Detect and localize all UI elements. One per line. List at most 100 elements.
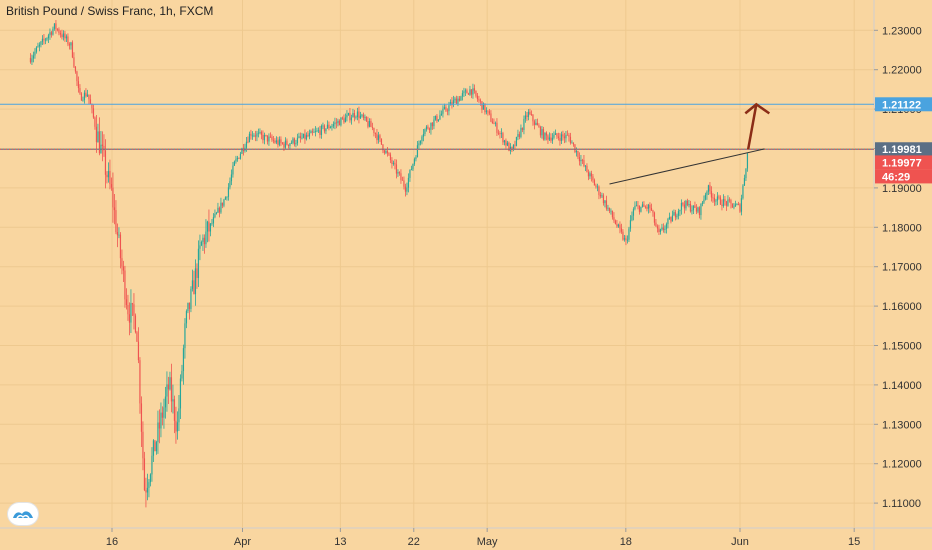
candle-body [461,93,464,97]
candle-body [694,205,696,209]
candle-body [518,134,521,137]
candle-body [185,311,188,324]
candle-body [334,122,336,125]
candle-body [547,135,549,140]
candle-body [601,195,603,197]
candle-body [335,122,338,124]
tradingview-logo-icon[interactable] [8,503,38,525]
candle-body [257,132,260,134]
candle-body [161,412,164,418]
candle-body [361,114,363,116]
candle-body [632,209,635,216]
candle-body [184,323,186,349]
candle-body [671,215,674,222]
candle-body [205,231,207,245]
candle-body [182,348,185,371]
candle-body [286,140,288,145]
candle-body [37,46,39,48]
candle-body [104,150,107,175]
candle-body [134,315,137,333]
candle-body [44,39,47,41]
candle-body [62,33,65,38]
candle-body [277,140,279,145]
candle-body [685,200,687,209]
candle-body [46,38,48,40]
candle-body [304,133,306,140]
candle-body [704,194,707,200]
candle-body [695,208,698,212]
candle-body [89,99,92,105]
grid [0,0,874,528]
candle-body [619,224,621,229]
candle-body [73,57,75,67]
candle-body [604,200,606,204]
candle-body [682,203,684,205]
candle-body [560,134,563,141]
candle-body [169,377,171,390]
candle-body [326,124,329,129]
candle-body [640,206,642,212]
candle-body [655,222,657,227]
candle-body [490,113,492,122]
candle-body [115,210,117,233]
candle-body [95,126,98,143]
candle-body [226,196,228,198]
candle-body [107,170,110,178]
candle-body [121,258,123,267]
candle-body [217,207,219,213]
candle-body [151,455,153,475]
candle-body [449,102,452,106]
candle-body [631,215,633,221]
candle-body [593,180,596,186]
candle-body [589,173,591,177]
candle-body [85,92,87,97]
candle-body [727,199,729,206]
candle-body [157,422,159,443]
candle-body [437,119,440,122]
candle-body [581,159,584,161]
candle-body [35,47,38,52]
candle-body [553,134,555,138]
candle-body [664,228,666,230]
candle-body [50,32,53,35]
candle-body [274,140,276,143]
candle-body [650,207,653,211]
gray-price-label-bg [875,142,932,157]
last-price-label: 1.19977 [882,157,922,169]
candle-body [136,332,138,342]
candle-body [106,174,108,178]
candle-body [653,212,656,223]
candle-body [451,102,453,106]
candle-body [517,134,519,137]
candle-body [703,199,705,203]
candle-body [667,218,669,225]
candle-body [431,122,434,127]
candle-body [686,200,689,206]
candle-body [434,115,437,120]
chart-title: British Pound / Swiss Franc, 1h, FXCM [6,4,214,18]
candle-body [71,42,74,58]
candle-body [373,127,375,134]
candle-body [292,138,294,143]
candle-body [259,132,261,133]
candle-body [133,304,135,316]
candle-body [79,88,81,94]
candle-body [563,136,566,139]
candle-body [526,115,528,117]
candle-body [112,187,114,208]
candle-body [344,117,347,123]
candle-body [659,229,662,233]
candle-body [412,163,414,170]
candle-body [314,131,317,133]
candle-body [343,118,345,123]
candle-body [674,212,677,218]
candle-body [353,113,356,118]
candle-body [596,186,599,188]
candle-body [733,206,735,208]
candle-body [43,38,45,40]
candles [29,19,749,508]
candle-body [455,98,458,105]
candle-body [734,204,737,207]
candle-body [622,231,624,240]
